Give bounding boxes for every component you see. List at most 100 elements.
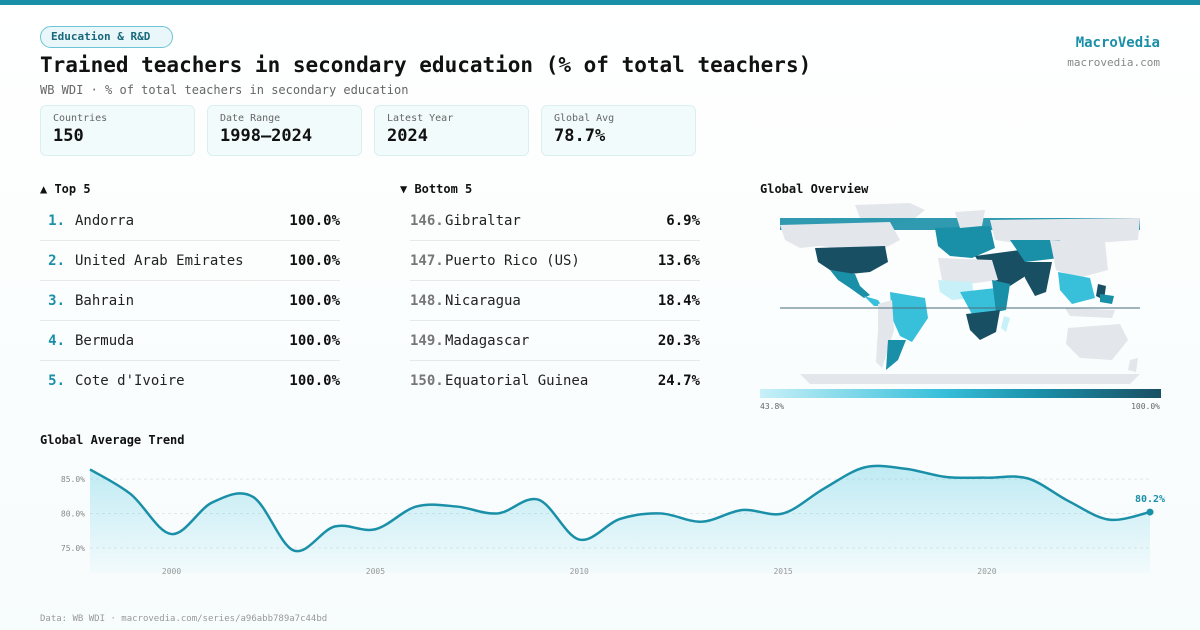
map-region-new-zealand[interactable]	[1128, 358, 1138, 372]
brand-url[interactable]: macrovedia.com	[1067, 56, 1160, 69]
country-name: Cote d'Ivoire	[75, 373, 185, 389]
stat-value: 2024	[387, 126, 428, 146]
list-item[interactable]: 4. Bermuda 100.0%	[40, 321, 340, 361]
stat-card-countries: Countries 150	[40, 105, 195, 156]
map-region-china[interactable]	[1050, 240, 1108, 278]
map-region-usa[interactable]	[815, 246, 888, 274]
map-region-europe[interactable]	[935, 226, 995, 258]
rank-number: 3.	[48, 292, 65, 309]
map-region-scandinavia[interactable]	[955, 210, 985, 228]
map-region-se-asia[interactable]	[1058, 272, 1095, 304]
list-item[interactable]: 5. Cote d'Ivoire 100.0%	[40, 361, 340, 401]
bottom5-heading: ▼ Bottom 5	[400, 182, 473, 196]
rank-number: 149.	[410, 332, 444, 349]
top5-heading: ▲ Top 5	[40, 182, 91, 196]
rank-number: 5.	[48, 373, 65, 389]
map-scale-min-label: 43.8%	[760, 402, 785, 411]
map-region-madagascar[interactable]	[1001, 316, 1010, 332]
map-scale-max-label: 100.0%	[1131, 402, 1160, 411]
page-subtitle: WB WDI · % of total teachers in secondar…	[40, 83, 409, 97]
country-value: 18.4%	[657, 292, 700, 309]
bottom5-list: 146. Gibraltar 6.9% 147. Puerto Rico (US…	[410, 201, 700, 401]
country-value: 6.9%	[666, 212, 700, 229]
list-item[interactable]: 149. Madagascar 20.3%	[410, 321, 700, 361]
trend-heading: Global Average Trend	[40, 433, 185, 447]
map-region-russia[interactable]	[990, 218, 1140, 244]
stat-card-date-range: Date Range 1998–2024	[207, 105, 362, 156]
map-region-southern-cone[interactable]	[886, 340, 906, 370]
map-region-india[interactable]	[1022, 262, 1052, 296]
country-name: Madagascar	[445, 332, 530, 349]
stat-card-global-avg: Global Avg 78.7%	[541, 105, 696, 156]
country-name: Andorra	[75, 212, 135, 229]
rank-number: 148.	[410, 292, 444, 309]
footer-source: Data: WB WDI · macrovedia.com/series/a96…	[40, 614, 328, 624]
country-name: Bahrain	[75, 292, 135, 309]
x-tick-label: 2005	[366, 567, 385, 576]
y-tick-label: 75.0%	[61, 544, 85, 553]
map-region-north-africa[interactable]	[938, 258, 998, 284]
top5-list: 1. Andorra 100.0% 2. United Arab Emirate…	[40, 201, 340, 401]
world-map-svg	[780, 203, 1140, 384]
stat-label: Latest Year	[387, 113, 454, 124]
rank-number: 1.	[48, 212, 65, 229]
map-region-brazil[interactable]	[890, 292, 928, 342]
country-name: Gibraltar	[445, 212, 521, 229]
country-name: United Arab Emirates	[75, 252, 244, 269]
map-region-png[interactable]	[1100, 294, 1114, 304]
page-title: Trained teachers in secondary education …	[40, 53, 812, 77]
trend-last-value-label: 80.2%	[1135, 494, 1165, 505]
map-region-indonesia[interactable]	[1065, 308, 1115, 318]
country-value: 13.6%	[657, 252, 700, 269]
list-item[interactable]: 150. Equatorial Guinea 24.7%	[410, 361, 700, 401]
x-tick-label: 2010	[570, 567, 589, 576]
rank-number: 146.	[410, 212, 444, 229]
country-name: Nicaragua	[445, 292, 521, 309]
stat-value: 78.7%	[554, 126, 606, 146]
list-item[interactable]: 2. United Arab Emirates 100.0%	[40, 241, 340, 281]
trend-point[interactable]	[1146, 508, 1154, 516]
rank-number: 4.	[48, 332, 65, 349]
stat-value: 150	[53, 126, 84, 146]
country-value: 100.0%	[289, 212, 340, 229]
y-tick-label: 85.0%	[61, 475, 85, 484]
map-heading: Global Overview	[760, 182, 869, 196]
stat-label: Global Avg	[554, 113, 615, 124]
map-region-central-america[interactable]	[864, 296, 882, 306]
country-value: 100.0%	[289, 332, 340, 349]
rank-number: 150.	[410, 373, 444, 389]
map-region-central-africa[interactable]	[960, 288, 998, 318]
map-color-scale	[760, 389, 1161, 398]
category-tag[interactable]: Education & R&D	[40, 26, 174, 48]
country-name: Puerto Rico (US)	[445, 252, 580, 269]
stat-card-latest-year: Latest Year 2024	[374, 105, 529, 156]
x-tick-label: 2015	[773, 567, 792, 576]
x-tick-label: 2020	[977, 567, 996, 576]
stat-label: Date Range	[220, 113, 281, 124]
trend-chart-svg: 75.0% 80.0% 85.0% 2000 2005 2010 2015 2020 80.2%	[61, 464, 1165, 576]
country-value: 100.0%	[289, 252, 340, 269]
list-item[interactable]: 1. Andorra 100.0%	[40, 201, 340, 241]
country-name: Bermuda	[75, 332, 135, 349]
country-value: 24.7%	[657, 373, 700, 389]
country-value: 100.0%	[289, 292, 340, 309]
top-accent-bar	[0, 0, 1200, 5]
map-region-southern-africa[interactable]	[966, 310, 1000, 340]
map-region-andes[interactable]	[876, 300, 894, 368]
map-region-mexico[interactable]	[830, 270, 870, 298]
list-item[interactable]: 148. Nicaragua 18.4%	[410, 281, 700, 321]
map-region-canada[interactable]	[780, 222, 900, 250]
map-region-central-asia[interactable]	[1010, 240, 1060, 262]
x-tick-label: 2000	[162, 567, 181, 576]
stat-value: 1998–2024	[220, 126, 313, 146]
list-item[interactable]: 3. Bahrain 100.0%	[40, 281, 340, 321]
trend-chart[interactable]: 75.0% 80.0% 85.0% 2000 2005 2010 2015 2020 80.2%	[40, 450, 1180, 580]
rank-number: 147.	[410, 252, 444, 269]
list-item[interactable]: 147. Puerto Rico (US) 13.6%	[410, 241, 700, 281]
country-value: 20.3%	[657, 332, 700, 349]
map-region-east-africa[interactable]	[992, 280, 1010, 312]
map-region-australia[interactable]	[1066, 324, 1128, 360]
list-item[interactable]: 146. Gibraltar 6.9%	[410, 201, 700, 241]
brand-logo[interactable]: MacroVedia	[1075, 35, 1160, 51]
world-map[interactable]	[760, 200, 1160, 386]
